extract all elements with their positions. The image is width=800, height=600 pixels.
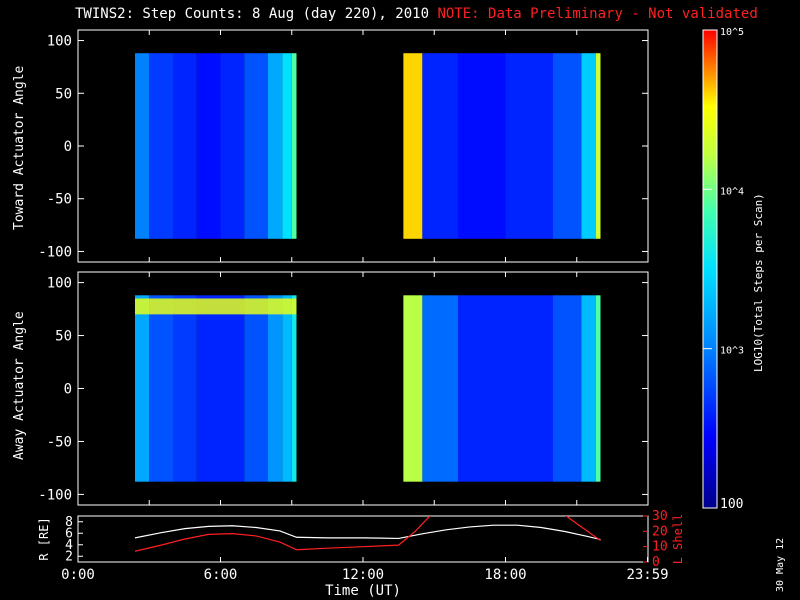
y-tick-label-right: 20: [652, 524, 668, 539]
title-main: TWINS2: Step Counts: 8 Aug (day 220), 20…: [75, 6, 430, 22]
heat-cell: [268, 295, 283, 482]
heat-cell: [268, 53, 283, 239]
x-axis-label: Time (UT): [325, 583, 401, 599]
y-tick-label: 8: [65, 515, 73, 530]
y-tick-label: 0: [64, 382, 72, 398]
heat-cell: [291, 53, 297, 239]
y-tick-label-right: 10: [652, 540, 668, 555]
heat-cell: [581, 295, 596, 482]
y-tick-label: 50: [55, 86, 72, 102]
heat-cell: [291, 295, 297, 482]
away-ylabel: Away Actuator Angle: [12, 311, 27, 460]
heat-cell: [458, 295, 506, 482]
heat-cell: [553, 53, 582, 239]
y-tick-label: 100: [47, 276, 72, 292]
panel-frame: [77, 515, 649, 563]
colorbar-tick-label: 10^3: [720, 346, 744, 357]
y-tick-label: 0: [64, 139, 72, 155]
heat-cell: [403, 53, 423, 239]
heat-cell: [244, 53, 268, 239]
colorbar-tick-label: 100: [720, 497, 743, 512]
heat-cell: [458, 53, 506, 239]
y-tick-label: 50: [55, 329, 72, 345]
y-tick-label-right: 30: [652, 509, 668, 524]
heat-cell: [196, 53, 221, 239]
heat-cell: [135, 53, 150, 239]
y-tick-label: -100: [38, 244, 72, 260]
y-axis-label-right: L Shell: [671, 514, 685, 565]
toward-ylabel: Toward Actuator Angle: [12, 65, 27, 230]
y-tick-label: -50: [47, 192, 72, 208]
heat-cell: [505, 53, 553, 239]
plot-title: TWINS2: Step Counts: 8 Aug (day 220), 20…: [75, 6, 758, 22]
heat-cell: [422, 295, 458, 482]
heat-cell: [196, 295, 221, 482]
date-stamp: 30 May 12: [775, 537, 786, 592]
heat-cell: [149, 53, 173, 239]
heat-cell: [581, 53, 596, 239]
x-tick-label: 6:00: [204, 567, 238, 583]
y-tick-label: 6: [65, 526, 73, 541]
heat-cell: [403, 295, 423, 482]
heat-cell: [220, 53, 245, 239]
y-tick-label: -100: [38, 487, 72, 503]
colorbar: 100 10^3 10^4 10^5: [702, 27, 744, 512]
y-tick-label: 2: [65, 549, 73, 564]
heat-cell: [553, 295, 582, 482]
heat-cell: [149, 295, 173, 482]
y-tick-label-right: 0: [652, 555, 660, 570]
x-tick-label: 12:00: [342, 567, 384, 583]
colorbar-gradient: [702, 29, 718, 509]
y-tick-label: 100: [47, 34, 72, 50]
y-tick-label: -50: [47, 434, 72, 450]
r-series-line: [134, 524, 601, 541]
x-tick-label: 0:00: [61, 567, 95, 583]
x-tick-label: 23:59: [626, 567, 668, 583]
heat-cell: [173, 53, 197, 239]
away-panel: -100 -50 0 50 100: [38, 271, 649, 506]
heat-cell: [282, 53, 292, 239]
heat-cell: [422, 53, 458, 239]
heat-cell: [173, 295, 197, 482]
toward-panel: -100 -50 0 50 100: [38, 29, 649, 263]
heat-cell: [595, 295, 601, 482]
x-tick-label: 18:00: [484, 567, 526, 583]
y-axis-label-left: R [RE]: [37, 517, 51, 560]
colorbar-tick-label: 10^5: [720, 27, 744, 38]
heat-band: [135, 298, 297, 315]
y-tick-label: 4: [65, 538, 73, 553]
colorbar-tick-label: 10^4: [720, 186, 744, 197]
heat-cell: [135, 295, 150, 482]
lshell-series-line: [134, 516, 601, 552]
title-note: NOTE: Data Preliminary - Not validated: [437, 6, 758, 22]
heat-cell: [505, 295, 553, 482]
heat-cell: [282, 295, 292, 482]
colorbar-label: LOG10(Total Steps per Scan): [752, 193, 765, 372]
heat-cell: [595, 53, 601, 239]
heat-cell: [244, 295, 268, 482]
heat-cell: [220, 295, 245, 482]
